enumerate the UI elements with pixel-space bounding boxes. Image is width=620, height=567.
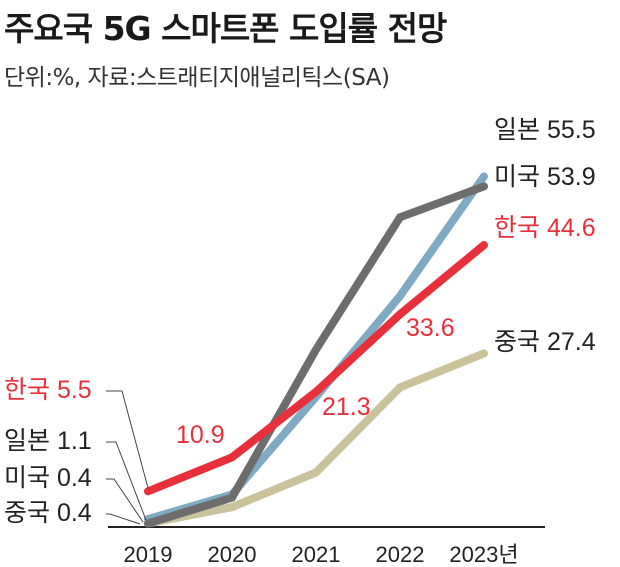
start-label-한국: 한국 5.5 xyxy=(4,376,92,404)
end-label-한국: 한국 44.6 xyxy=(494,214,596,242)
x-tick-label: 2022 xyxy=(376,542,425,567)
chart-title: 주요국 5G 스마트폰 도입률 전망 xyxy=(4,9,447,48)
end-label-일본: 일본 55.5 xyxy=(494,116,596,144)
x-tick-label: 2019 xyxy=(124,542,173,567)
series-line-중국 xyxy=(144,349,488,528)
x-tick-label: 2021 xyxy=(292,542,341,567)
end-label-미국: 미국 53.9 xyxy=(494,163,596,191)
data-label-2020: 10.9 xyxy=(176,421,225,449)
leader-line-일본 xyxy=(106,441,147,521)
data-label-2021: 21.3 xyxy=(322,393,371,421)
chart-subtitle: 단위:%, 자료:스트래티지애널리틱스(SA) xyxy=(4,65,390,91)
end-label-중국: 중국 27.4 xyxy=(494,328,596,356)
x-tick-label: 2020 xyxy=(208,542,257,567)
leader-line-중국 xyxy=(106,513,141,525)
leader-line-미국 xyxy=(106,478,144,523)
x-tick-label: 2023년 xyxy=(449,542,518,567)
start-label-일본: 일본 1.1 xyxy=(4,427,92,455)
start-label-미국: 미국 0.4 xyxy=(4,464,92,492)
start-label-중국: 중국 0.4 xyxy=(4,499,92,527)
series-line-미국 xyxy=(144,182,488,528)
data-label-2022: 33.6 xyxy=(406,314,455,342)
series-line-한국 xyxy=(144,241,488,496)
leader-line-한국 xyxy=(106,390,149,489)
